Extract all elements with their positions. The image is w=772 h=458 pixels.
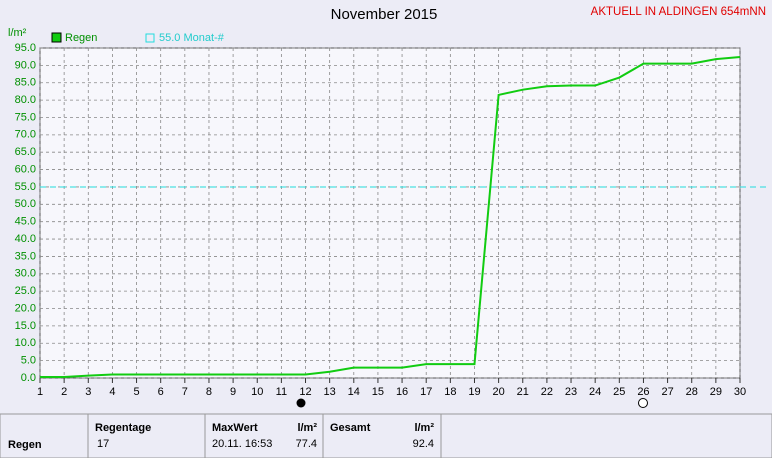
x-tick-label: 10: [251, 386, 263, 398]
y-tick-label: 95.0: [15, 42, 36, 54]
summary-table: Regen Regentage 17 MaxWert l/m² 20.11. 1…: [0, 413, 772, 458]
y-tick-label: 75.0: [15, 111, 36, 123]
y-tick-label: 0.0: [21, 372, 36, 384]
y-tick-label: 30.0: [15, 268, 36, 280]
corner-label: AKTUELL IN ALDINGEN 654mNN: [591, 6, 766, 18]
col-header: Regentage: [95, 422, 151, 434]
table-bg: [0, 413, 772, 458]
y-tick-label: 85.0: [15, 77, 36, 89]
x-tick-label: 24: [589, 386, 601, 398]
x-tick-label: 19: [468, 386, 480, 398]
x-tick-label: 4: [109, 386, 115, 398]
x-tick-label: 22: [541, 386, 553, 398]
col-date: 20.11. 16:53: [212, 438, 272, 450]
x-tick-label: 16: [396, 386, 408, 398]
y-tick-label: 50.0: [15, 198, 36, 210]
col-header: Gesamt: [330, 422, 371, 434]
x-tick-label: 18: [444, 386, 456, 398]
x-tick-label: 12: [299, 386, 311, 398]
x-tick-label: 5: [133, 386, 139, 398]
x-tick-label: 17: [420, 386, 432, 398]
x-tick-label: 14: [348, 386, 360, 398]
col-unit: l/m²: [414, 422, 434, 434]
plot-area: [39, 47, 741, 379]
y-tick-label: 40.0: [15, 233, 36, 245]
col-value: 92.4: [413, 438, 434, 450]
reference-swatch: [145, 33, 155, 43]
y-tick-label: 65.0: [15, 146, 36, 158]
col-unit: l/m²: [297, 422, 317, 434]
y-tick-label: 25.0: [15, 285, 36, 297]
col-value: 17: [97, 438, 109, 450]
x-tick-label: 7: [182, 386, 188, 398]
x-tick-label: 30: [734, 386, 746, 398]
y-tick-label: 45.0: [15, 216, 36, 228]
chart-title: November 2015: [331, 6, 438, 23]
y-tick-label: 70.0: [15, 129, 36, 141]
y-unit: l/m²: [8, 27, 27, 39]
x-tick-label: 26: [637, 386, 649, 398]
y-tick-label: 10.0: [15, 337, 36, 349]
col-header: MaxWert: [212, 422, 258, 434]
x-tick-label: 23: [565, 386, 577, 398]
x-tick-label: 28: [686, 386, 698, 398]
x-tick-label: 20: [492, 386, 504, 398]
row-label: Regen: [8, 439, 42, 451]
y-tick-label: 55.0: [15, 181, 36, 193]
x-tick-label: 27: [661, 386, 673, 398]
y-tick-label: 20.0: [15, 302, 36, 314]
x-tick-label: 13: [324, 386, 336, 398]
x-tick-label: 15: [372, 386, 384, 398]
data-line: [40, 56, 741, 378]
new-moon-icon: [296, 398, 306, 408]
full-moon-icon: [638, 398, 648, 408]
x-tick-label: 8: [206, 386, 212, 398]
y-tick-label: 35.0: [15, 250, 36, 262]
y-tick-label: 5.0: [21, 355, 36, 367]
y-tick-label: 90.0: [15, 59, 36, 71]
legend-swatch: [51, 32, 62, 43]
y-tick-label: 60.0: [15, 163, 36, 175]
reference-label: 55.0 Monat-#: [159, 32, 225, 44]
x-tick-label: 9: [230, 386, 236, 398]
x-tick-label: 11: [276, 386, 287, 398]
x-tick-label: 1: [37, 386, 43, 398]
legend-label: Regen: [65, 32, 97, 44]
y-tick-label: 15.0: [15, 320, 36, 332]
col-value: 77.4: [296, 438, 317, 450]
x-tick-label: 25: [613, 386, 625, 398]
y-tick-label: 80.0: [15, 94, 36, 106]
x-tick-label: 6: [158, 386, 164, 398]
x-tick-label: 2: [61, 386, 67, 398]
x-tick-label: 29: [710, 386, 722, 398]
x-tick-label: 21: [517, 386, 529, 398]
x-tick-label: 3: [85, 386, 91, 398]
